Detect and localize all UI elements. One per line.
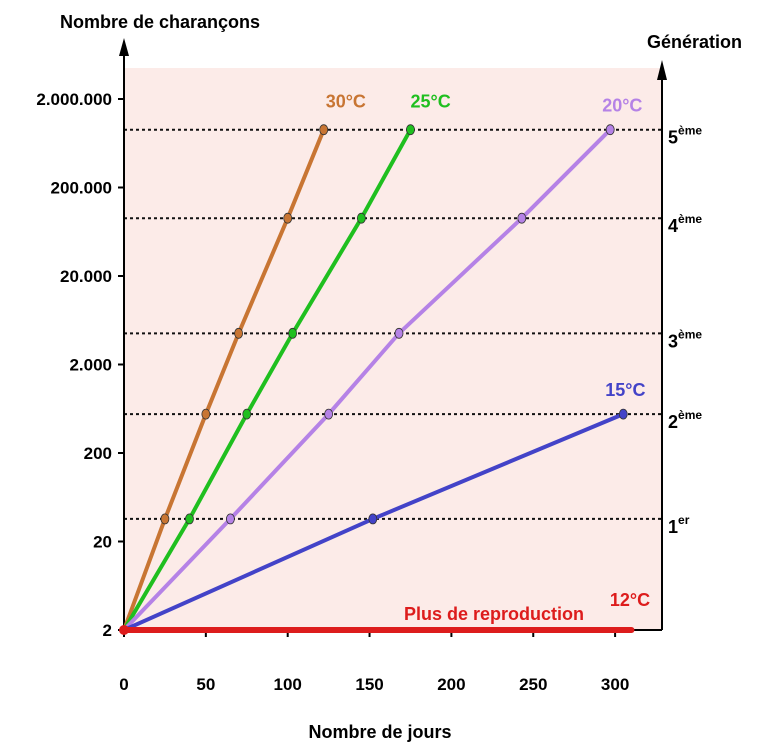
- data-point-30c: [234, 327, 243, 339]
- y-tick-label: 2.000.000: [36, 90, 112, 109]
- data-point-15c: [618, 408, 628, 420]
- data-point-20c: [605, 124, 615, 136]
- generation-number: 5: [668, 128, 678, 148]
- x-tick-label: 100: [274, 675, 302, 694]
- data-point-30c: [319, 124, 329, 136]
- data-point-25c: [356, 212, 366, 224]
- data-point-30c: [201, 408, 211, 420]
- data-point-20c: [226, 513, 235, 525]
- x-tick-label: 250: [519, 675, 547, 694]
- generation-suffix: ème: [678, 408, 702, 422]
- y-tick-label: 20.000: [60, 267, 112, 286]
- data-point-20c: [517, 212, 527, 224]
- data-point-25c: [406, 124, 415, 136]
- y-tick-label: 200: [84, 444, 112, 463]
- x-tick-label: 200: [437, 675, 465, 694]
- x-tick-label: 50: [196, 675, 215, 694]
- data-point-25c: [242, 408, 252, 420]
- generation-number: 1: [668, 517, 678, 537]
- data-point-25c: [288, 327, 298, 339]
- generation-suffix: ème: [678, 327, 702, 341]
- series-label-12c: 12°C: [610, 590, 650, 610]
- data-point-30c: [160, 513, 170, 525]
- y-tick-label: 20: [93, 533, 112, 552]
- data-point-20c: [324, 408, 334, 420]
- series-line-20c: [122, 127, 613, 632]
- series-label-15c: 15°C: [605, 380, 645, 400]
- x-axis-title: Nombre de jours: [308, 722, 451, 742]
- x-tick-label: 0: [119, 675, 128, 694]
- origin-point: [119, 625, 129, 635]
- y-tick-label: 2: [103, 621, 112, 640]
- y-tick-label: 2.000: [69, 356, 112, 375]
- generation-suffix: ème: [678, 124, 702, 138]
- y2-axis-title: Génération: [647, 32, 742, 52]
- data-point-15c: [368, 513, 378, 525]
- series-label-20c: 20°C: [602, 96, 642, 116]
- series-line-30c: [122, 127, 326, 632]
- data-point-30c: [283, 212, 293, 224]
- generation-label: 5ème: [668, 124, 702, 148]
- y2-axis-arrow: [657, 60, 667, 80]
- generation-number: 4: [668, 216, 678, 236]
- data-point-25c: [185, 513, 194, 525]
- series-label-30c: 30°C: [326, 92, 366, 112]
- x-tick-label: 300: [601, 675, 629, 694]
- generation-suffix: ème: [678, 212, 702, 226]
- y-tick-label: 200.000: [51, 179, 112, 198]
- generation-suffix: er: [678, 513, 690, 527]
- x-tick-label: 150: [355, 675, 383, 694]
- y-axis-title: Nombre de charançons: [60, 12, 260, 32]
- y-axis-arrow: [119, 38, 129, 56]
- generation-label: 4ème: [668, 212, 702, 236]
- generation-number: 2: [668, 412, 678, 432]
- data-point-20c: [394, 327, 404, 339]
- generation-number: 3: [668, 331, 678, 351]
- annotation-text: Plus de reproduction: [404, 604, 584, 624]
- generation-label: 1er: [668, 513, 690, 537]
- series-label-25c: 25°C: [410, 92, 450, 112]
- generation-label: 3ème: [668, 327, 702, 351]
- series-line-25c: [122, 127, 413, 632]
- generation-label: 2ème: [668, 408, 702, 432]
